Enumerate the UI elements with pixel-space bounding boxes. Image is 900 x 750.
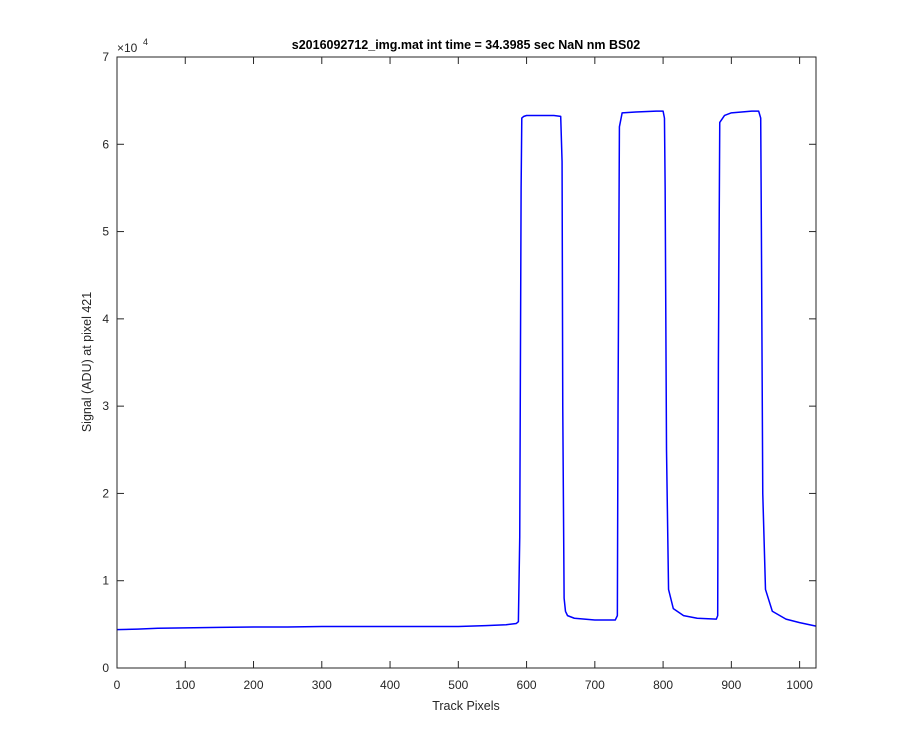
x-axis-label: Track Pixels [432,699,500,713]
x-tick-label: 200 [244,678,264,692]
x-tick-labels: 0 100 200 300 400 500 600 700 800 900 1000 [114,678,814,692]
series-line [116,110,817,631]
x-tick-label: 500 [448,678,468,692]
x-tick-label: 0 [114,678,121,692]
y-axis-label: Signal (ADU) at pixel 421 [80,292,94,432]
y-exponent: ×10 4 [117,37,148,55]
y-tick-label: 5 [102,225,109,239]
x-tick-label: 300 [312,678,332,692]
chart-title: s2016092712_img.mat int time = 34.3985 s… [292,38,641,52]
x-tick-label: 400 [380,678,400,692]
x-tick-label: 900 [721,678,741,692]
x-tick-label: 600 [517,678,537,692]
y-tick-label: 0 [102,661,109,675]
axes-box [116,56,817,669]
y-exponent-base: ×10 [117,41,138,55]
x-tick-label: 1000 [786,678,813,692]
y-tick-label: 3 [102,399,109,413]
y-tick-labels: 0 1 2 3 4 5 6 7 [102,50,109,675]
y-tick-label: 1 [102,574,109,588]
y-tick-label: 2 [102,486,109,500]
x-tick-label: 700 [585,678,605,692]
x-tick-label: 100 [175,678,195,692]
y-tick-label: 6 [102,137,109,151]
y-exponent-power: 4 [143,37,148,47]
plot-area [117,57,816,668]
y-tick-label: 7 [102,50,109,64]
y-tick-label: 4 [102,312,109,326]
x-tick-label: 800 [653,678,673,692]
